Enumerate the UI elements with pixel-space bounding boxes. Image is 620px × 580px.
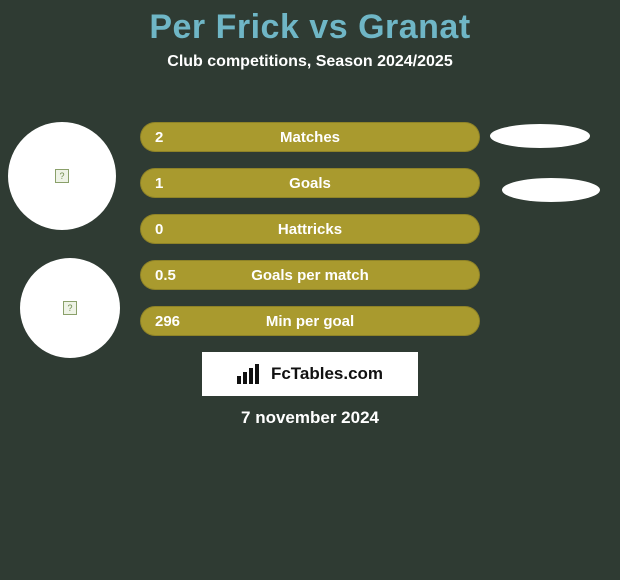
image-placeholder-icon: ? [55, 169, 69, 183]
content-root: Per Frick vs Granat Club competitions, S… [0, 0, 620, 580]
stat-value: 0 [155, 221, 163, 238]
stat-label: Hattricks [141, 221, 479, 238]
stat-label: Matches [141, 129, 479, 146]
stat-label: Goals per match [141, 267, 479, 284]
stat-bar: 0Hattricks [140, 214, 480, 244]
brand-bars-icon [237, 364, 265, 384]
page-title: Per Frick vs Granat [0, 0, 620, 47]
stat-value: 2 [155, 129, 163, 146]
stat-value: 0.5 [155, 267, 176, 284]
stat-label: Min per goal [141, 313, 479, 330]
date-text: 7 november 2024 [0, 408, 620, 428]
stat-value: 1 [155, 175, 163, 192]
brand-text: FcTables.com [271, 364, 383, 384]
stat-bars: 2Matches 1Goals 0Hattricks 0.5Goals per mat… [140, 122, 480, 352]
side-ellipse [502, 178, 600, 202]
brand-box: FcTables.com [202, 352, 418, 396]
stat-label: Goals [141, 175, 479, 192]
image-placeholder-icon: ? [63, 301, 77, 315]
stat-bar: 2Matches [140, 122, 480, 152]
stat-value: 296 [155, 313, 180, 330]
subtitle: Club competitions, Season 2024/2025 [0, 53, 620, 71]
player-avatar: ? [20, 258, 120, 358]
player-avatar: ? [8, 122, 116, 230]
stat-bar: 0.5Goals per match [140, 260, 480, 290]
stat-bar: 1Goals [140, 168, 480, 198]
side-ellipse [490, 124, 590, 148]
stat-bar: 296Min per goal [140, 306, 480, 336]
